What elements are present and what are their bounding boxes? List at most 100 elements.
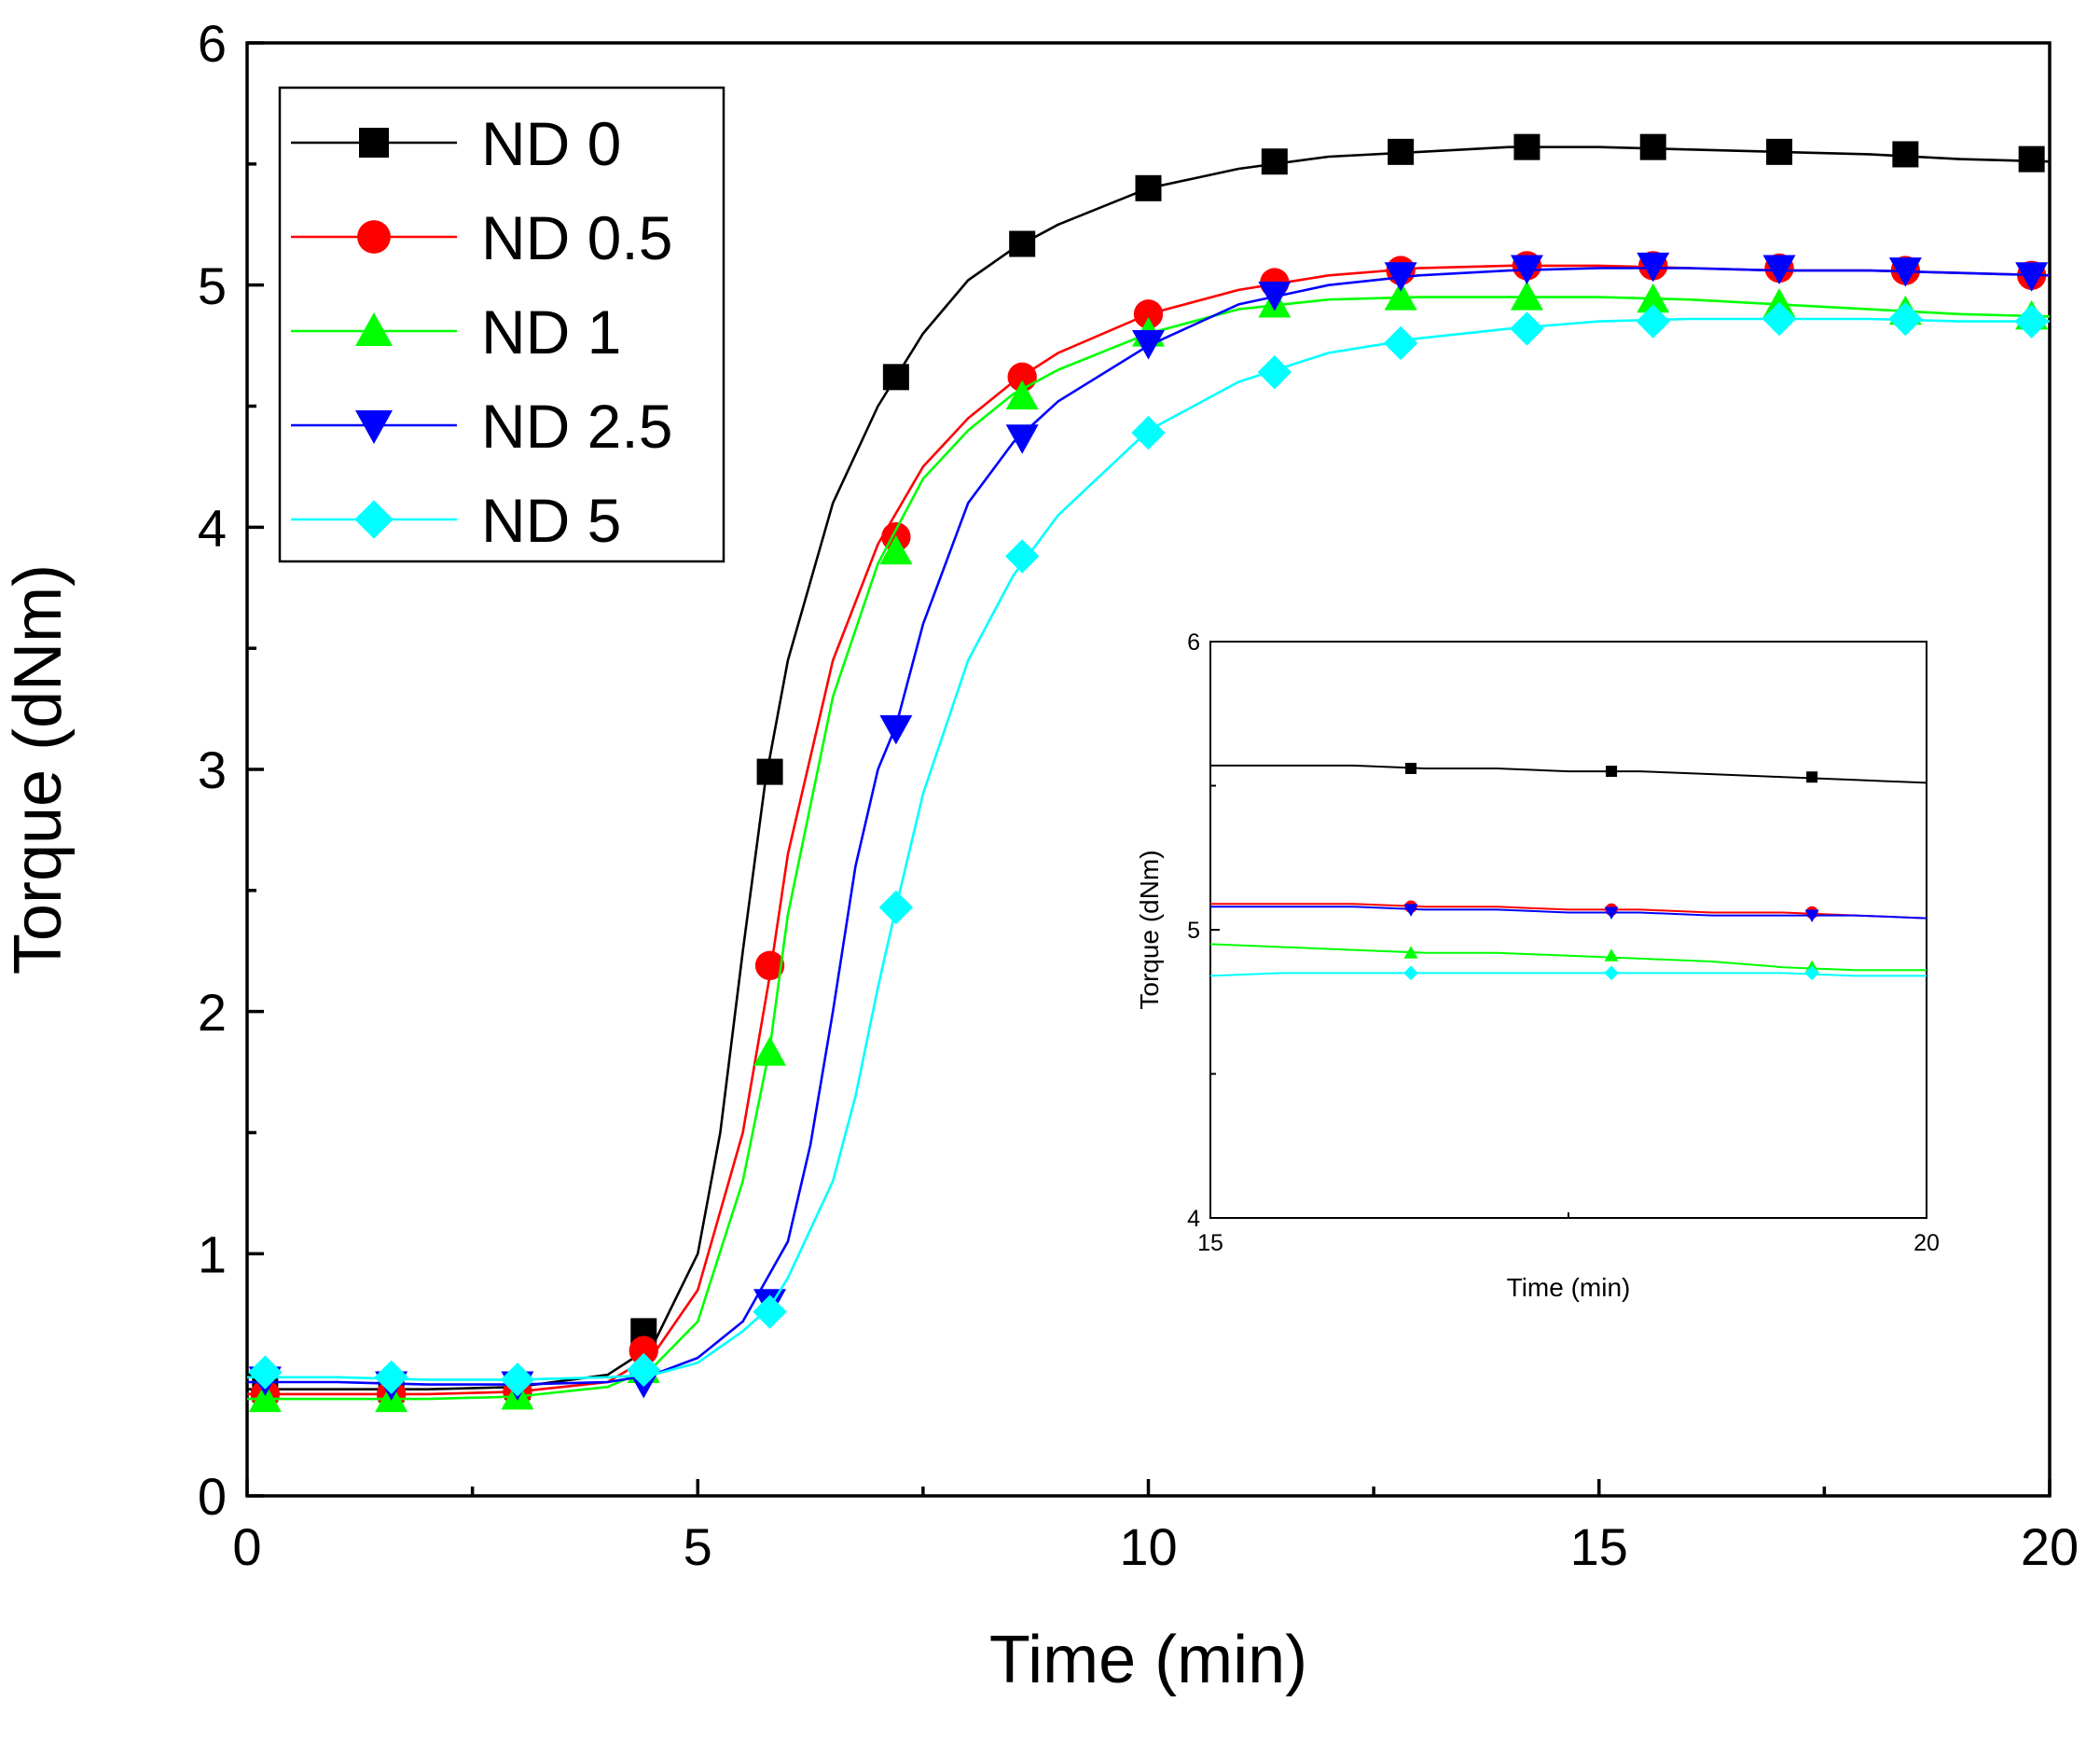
data-point [882, 364, 909, 391]
legend-box [278, 86, 725, 563]
data-point [878, 890, 914, 925]
inset-chart: 15 20 4 5 6 Time (min) Torque (dNm) [1135, 629, 1940, 1302]
x-tick-label: 5 [684, 1517, 712, 1576]
data-point [1005, 424, 1039, 454]
legend-marker [357, 220, 391, 254]
data-point [248, 1355, 283, 1390]
data-point [1888, 301, 1923, 337]
legend-item: ND 2.5 [291, 392, 672, 461]
data-point [1604, 948, 1619, 961]
legend-label: ND 2.5 [481, 392, 672, 461]
data-point [1636, 304, 1670, 339]
data-point [1258, 282, 1292, 311]
y-tick-label: 4 [198, 498, 227, 557]
series-line [1209, 943, 1927, 972]
data-point [1005, 380, 1039, 410]
data-point [1133, 299, 1164, 329]
legend-marker [355, 410, 393, 444]
data-point [629, 1335, 658, 1365]
x-tick-label: 15 [1197, 1230, 1223, 1256]
data-point [1131, 415, 1166, 450]
data-point [1384, 262, 1417, 292]
y-tick-label: 4 [1187, 1206, 1200, 1232]
data-point [1510, 281, 1543, 311]
legend-label: ND 0 [481, 109, 621, 178]
data-point [1639, 133, 1666, 160]
y-tick-label: 5 [198, 256, 227, 315]
data-point [1892, 141, 1919, 168]
series-line [1210, 906, 1927, 920]
y-tick-label: 2 [198, 983, 227, 1042]
legend-item: ND 0.5 [291, 203, 672, 272]
data-point [754, 950, 785, 981]
legend-marker [355, 312, 393, 346]
data-point [1637, 252, 1670, 283]
legend-label: ND 5 [481, 486, 621, 555]
data-point [1604, 906, 1619, 920]
y-tick-label: 1 [198, 1224, 227, 1283]
data-point [1766, 138, 1793, 165]
y-axis-title: Torque (dNm) [1135, 850, 1164, 1009]
data-point [1009, 230, 1036, 257]
data-point [879, 534, 913, 565]
data-point [1762, 255, 1796, 284]
data-point [1510, 255, 1543, 284]
legend-label: ND 1 [481, 297, 621, 367]
data-point [753, 1294, 787, 1329]
legend-marker [359, 128, 389, 158]
series-ND-0 [1210, 762, 1927, 784]
data-point [1606, 766, 1618, 778]
y-tick-label: 6 [198, 14, 227, 73]
data-point [1888, 257, 1922, 287]
x-tick-label: 15 [1570, 1517, 1628, 1576]
data-point [1804, 965, 1819, 981]
data-point [1403, 946, 1418, 959]
series-ND-5 [1209, 965, 1927, 981]
y-axis-title: Torque (dNm) [1, 564, 76, 975]
data-point [1004, 539, 1040, 574]
x-tick-label: 20 [1913, 1230, 1940, 1256]
x-axis-title: Time (min) [989, 1623, 1307, 1697]
legend-label: ND 0.5 [481, 203, 672, 272]
data-point [248, 1382, 282, 1413]
data-point [627, 1352, 661, 1388]
data-point [756, 758, 783, 785]
y-tick-label: 0 [198, 1467, 227, 1526]
series-ND-5 [247, 301, 2050, 1397]
data-point [1806, 771, 1818, 783]
data-point [1384, 281, 1417, 311]
x-axis-title: Time (min) [1507, 1273, 1631, 1302]
y-tick-label: 6 [1187, 629, 1200, 656]
legend-item: ND 0 [291, 109, 621, 178]
legend-marker [354, 500, 394, 539]
plot-frame [1209, 641, 1927, 1219]
data-point [374, 1360, 408, 1394]
data-point [879, 714, 913, 745]
data-point [1762, 301, 1797, 337]
data-point [1383, 325, 1418, 361]
data-point [1513, 133, 1540, 160]
data-point [1804, 909, 1819, 923]
data-point [1257, 354, 1292, 390]
data-point [1388, 138, 1415, 165]
legend: ND 0 ND 0.5 ND 1 ND 2.5 ND 5 [278, 86, 725, 563]
series-ND-2_5 [1210, 904, 1927, 923]
data-point [2015, 262, 2049, 292]
data-point [1135, 174, 1162, 201]
data-point [500, 1363, 535, 1397]
data-point [2014, 304, 2049, 339]
data-point [1637, 283, 1670, 313]
x-tick-label: 10 [1119, 1517, 1177, 1576]
data-point [1261, 148, 1288, 175]
data-point [1604, 965, 1619, 981]
legend-item: ND 5 [291, 486, 621, 555]
data-point [1132, 329, 1165, 360]
data-point [2018, 145, 2045, 173]
y-tick-label: 3 [198, 740, 227, 799]
data-point [1405, 762, 1417, 774]
data-point [1403, 904, 1418, 917]
y-tick-label: 5 [1187, 918, 1200, 944]
data-point [753, 1036, 787, 1066]
